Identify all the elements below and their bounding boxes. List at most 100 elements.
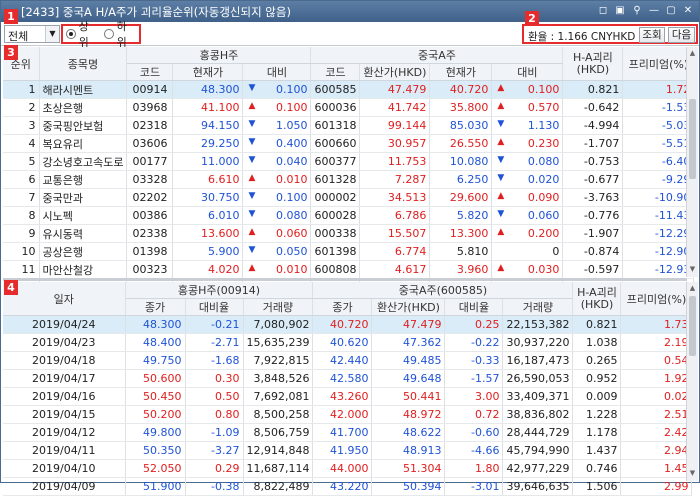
header-cn-conv-hist[interactable]: 환산가(HKD) (371, 298, 446, 316)
query-button[interactable]: 조회 (639, 27, 665, 43)
table-row[interactable]: 8 시노펙 00386 6.010 ▼ 0.080 600028 6.786 5.820 ▼ 0.0… (3, 206, 695, 225)
header-hk-price[interactable]: 현재가 (172, 63, 244, 81)
table-row[interactable]: 5 강소녕호고속도로 00177 11.000 ▼ 0.040 600377 11.753 10… (3, 152, 695, 171)
header-rank[interactable]: 순위 (3, 47, 40, 81)
header-cn-code[interactable]: 코드 (310, 63, 361, 81)
scroll-up-icon[interactable]: ▲ (689, 49, 696, 57)
table-row[interactable]: 2019/04/16 50.450 0.50 7,692,081 43.260 50.44… (3, 387, 693, 406)
table-row[interactable]: 2019/04/23 48.400 -2.71 15,635,239 40.620 47.… (3, 333, 693, 352)
table-row[interactable]: 2019/04/15 50.200 0.80 8,500,258 42.000 48.97… (3, 405, 693, 424)
header-date[interactable]: 일자 (3, 282, 126, 316)
name-cell[interactable]: 해라시멘트 (39, 80, 128, 99)
hk-price-cell: 6.010 (172, 206, 244, 225)
scroll-up-icon[interactable]: ▲ (689, 284, 696, 292)
cn-change-cell: 0 (491, 242, 564, 261)
next-button[interactable]: 다음 (668, 27, 695, 43)
header-cn-close[interactable]: 종가 (312, 298, 373, 316)
cn-close-cell: 40.720 (312, 315, 373, 334)
scroll-down-icon[interactable]: ▼ (689, 265, 696, 273)
radio-bottom-label[interactable]: 하위 (116, 20, 127, 49)
header-cn-volume[interactable]: 거래량 (502, 298, 574, 316)
gap-cell: 0.821 (572, 315, 622, 334)
hk-change-cell-value: 0.080 (275, 209, 308, 222)
table-row[interactable]: 11 마안산철강 00323 4.020 ▲ 0.010 600808 4.617 3.960 ▲… (3, 260, 695, 279)
table-row[interactable]: 2019/04/12 49.800 -1.09 8,506,759 41.700 48.6… (3, 423, 693, 442)
up-arrow-icon: ▲ (497, 101, 505, 111)
name-cell[interactable]: 유시동력 (39, 224, 128, 243)
table-row[interactable]: 2019/04/17 50.600 0.30 3,848,526 42.580 49.64… (3, 369, 693, 388)
name-cell[interactable]: 교통은행 (39, 170, 128, 189)
table-row[interactable]: 6 교통은행 03328 6.610 ▲ 0.010 601328 7.287 6.250 ▼ 0.… (3, 170, 695, 189)
table-row[interactable]: 2019/04/09 51.900 -0.38 8,822,489 43.220 50.3… (3, 477, 693, 496)
radio-top-label[interactable]: 상위 (78, 20, 89, 49)
header-cn-group-hist: 중국A주(600585) (312, 282, 574, 299)
table-row[interactable]: 3 중국핑안보험 02318 94.150 ▼ 1.050 601318 99.144 85.0… (3, 116, 695, 135)
header-cn-change[interactable]: 대비 (491, 63, 564, 81)
hk-volume-cell: 8,506,759 (243, 423, 314, 442)
hk-close-cell: 48.300 (125, 315, 186, 334)
table-row[interactable]: 2019/04/10 52.050 0.29 11,687,114 44.000 51.3… (3, 459, 693, 478)
hk-close-cell: 49.750 (125, 351, 186, 370)
header-premium[interactable]: 프리미엄(%) (622, 47, 695, 81)
close-icon[interactable]: ✕ (683, 5, 693, 16)
name-cell[interactable]: 시노펙 (39, 206, 128, 225)
hk-change-cell: ▲ 0.010 (242, 170, 312, 189)
header-name[interactable]: 종목명 (39, 47, 128, 81)
name-cell[interactable]: 중국핑안보험 (39, 116, 128, 135)
table-row[interactable]: 10 공상은행 01398 5.900 ▼ 0.050 601398 6.774 5.810 0-… (3, 242, 695, 261)
header-gap-hist[interactable]: H-A괴리(HKD) (572, 282, 622, 316)
header-hk-volume[interactable]: 거래량 (243, 298, 314, 316)
history-scroll-thumb[interactable] (689, 296, 696, 356)
name-cell[interactable]: 강소녕호고속도로 (39, 152, 128, 171)
cn-conv-cell: 47.479 (359, 80, 431, 99)
scroll-down-icon[interactable]: ▼ (689, 469, 696, 477)
table-row[interactable]: 7 중국만과 02202 30.750 ▼ 0.100 000002 34.513 29.600… (3, 188, 695, 207)
table-row[interactable]: 4 복요유리 03606 29.250 ▼ 0.400 600660 30.957 26.550… (3, 134, 695, 153)
radio-top[interactable] (66, 29, 76, 39)
cn-rate-cell: -3.01 (444, 477, 504, 496)
up-arrow-icon: ▲ (497, 191, 505, 201)
name-cell[interactable]: 초상은행 (39, 98, 128, 117)
hk-volume-cell: 8,500,258 (243, 405, 314, 424)
table-row[interactable]: 9 유시동력 02338 13.600 ▲ 0.060 000338 15.507 13.300… (3, 224, 695, 243)
header-cn-conv[interactable]: 환산가(HKD) (359, 63, 431, 81)
hk-close-cell: 50.600 (125, 369, 186, 388)
name-cell[interactable]: 중국만과 (39, 188, 128, 207)
ranking-scrollbar[interactable]: ▲ ▼ (686, 47, 698, 277)
minimize-icon[interactable]: — (649, 5, 659, 16)
radio-bottom[interactable] (104, 29, 114, 39)
maximize-icon[interactable]: ▢ (666, 5, 676, 16)
table-row[interactable]: 1 해라시멘트 00914 48.300 ▼ 0.100 600585 47.479 40.72… (3, 80, 695, 99)
header-cn-rate[interactable]: 대비율 (444, 298, 504, 316)
table-row[interactable]: 2019/04/11 50.350 -3.27 12,914,848 41.950 48.… (3, 441, 693, 460)
name-cell[interactable]: 마안산철강 (39, 260, 128, 279)
market-select[interactable]: 전체 ▼ (4, 25, 60, 43)
hk-price-cell: 11.000 (172, 152, 244, 171)
chevron-down-icon[interactable]: ▼ (45, 26, 59, 42)
name-cell[interactable]: 복요유리 (39, 134, 128, 153)
hk-change-cell-value: 0.050 (275, 245, 308, 258)
header-premium-hist[interactable]: 프리미엄(%) (620, 282, 693, 316)
header-gap[interactable]: H-A괴리(HKD) (562, 47, 624, 81)
name-cell[interactable]: 공상은행 (39, 242, 128, 261)
hk-volume-cell: 7,922,815 (243, 351, 314, 370)
table-row[interactable]: 2019/04/24 48.300 -0.21 7,080,902 40.720 47.4… (3, 315, 693, 334)
pin-icon[interactable]: ⚲ (633, 5, 641, 16)
header-hk-rate[interactable]: 대비율 (185, 298, 244, 316)
history-scrollbar[interactable]: ▲ ▼ (686, 282, 698, 481)
down-arrow-icon: ▼ (497, 209, 505, 219)
down-arrow-icon: ▼ (248, 137, 256, 147)
table-row[interactable]: 2 초상은행 03968 41.100 ▲ 0.100 600036 41.742 35.800… (3, 98, 695, 117)
premium-cell: 2.94 (620, 441, 693, 460)
splitter[interactable] (3, 278, 687, 281)
cn-price-cell: 5.810 (429, 242, 493, 261)
link-icon[interactable]: ◻ (598, 5, 608, 16)
gap-cell: 0.009 (572, 387, 622, 406)
header-cn-price[interactable]: 현재가 (429, 63, 493, 81)
table-row[interactable]: 2019/04/18 49.750 -1.68 7,922,815 42.440 49.4… (3, 351, 693, 370)
header-hk-close[interactable]: 종가 (125, 298, 186, 316)
header-hk-change[interactable]: 대비 (242, 63, 312, 81)
ranking-scroll-thumb[interactable] (689, 99, 696, 179)
tile-icon[interactable]: ▣ (615, 5, 625, 16)
header-hk-code[interactable]: 코드 (126, 63, 174, 81)
